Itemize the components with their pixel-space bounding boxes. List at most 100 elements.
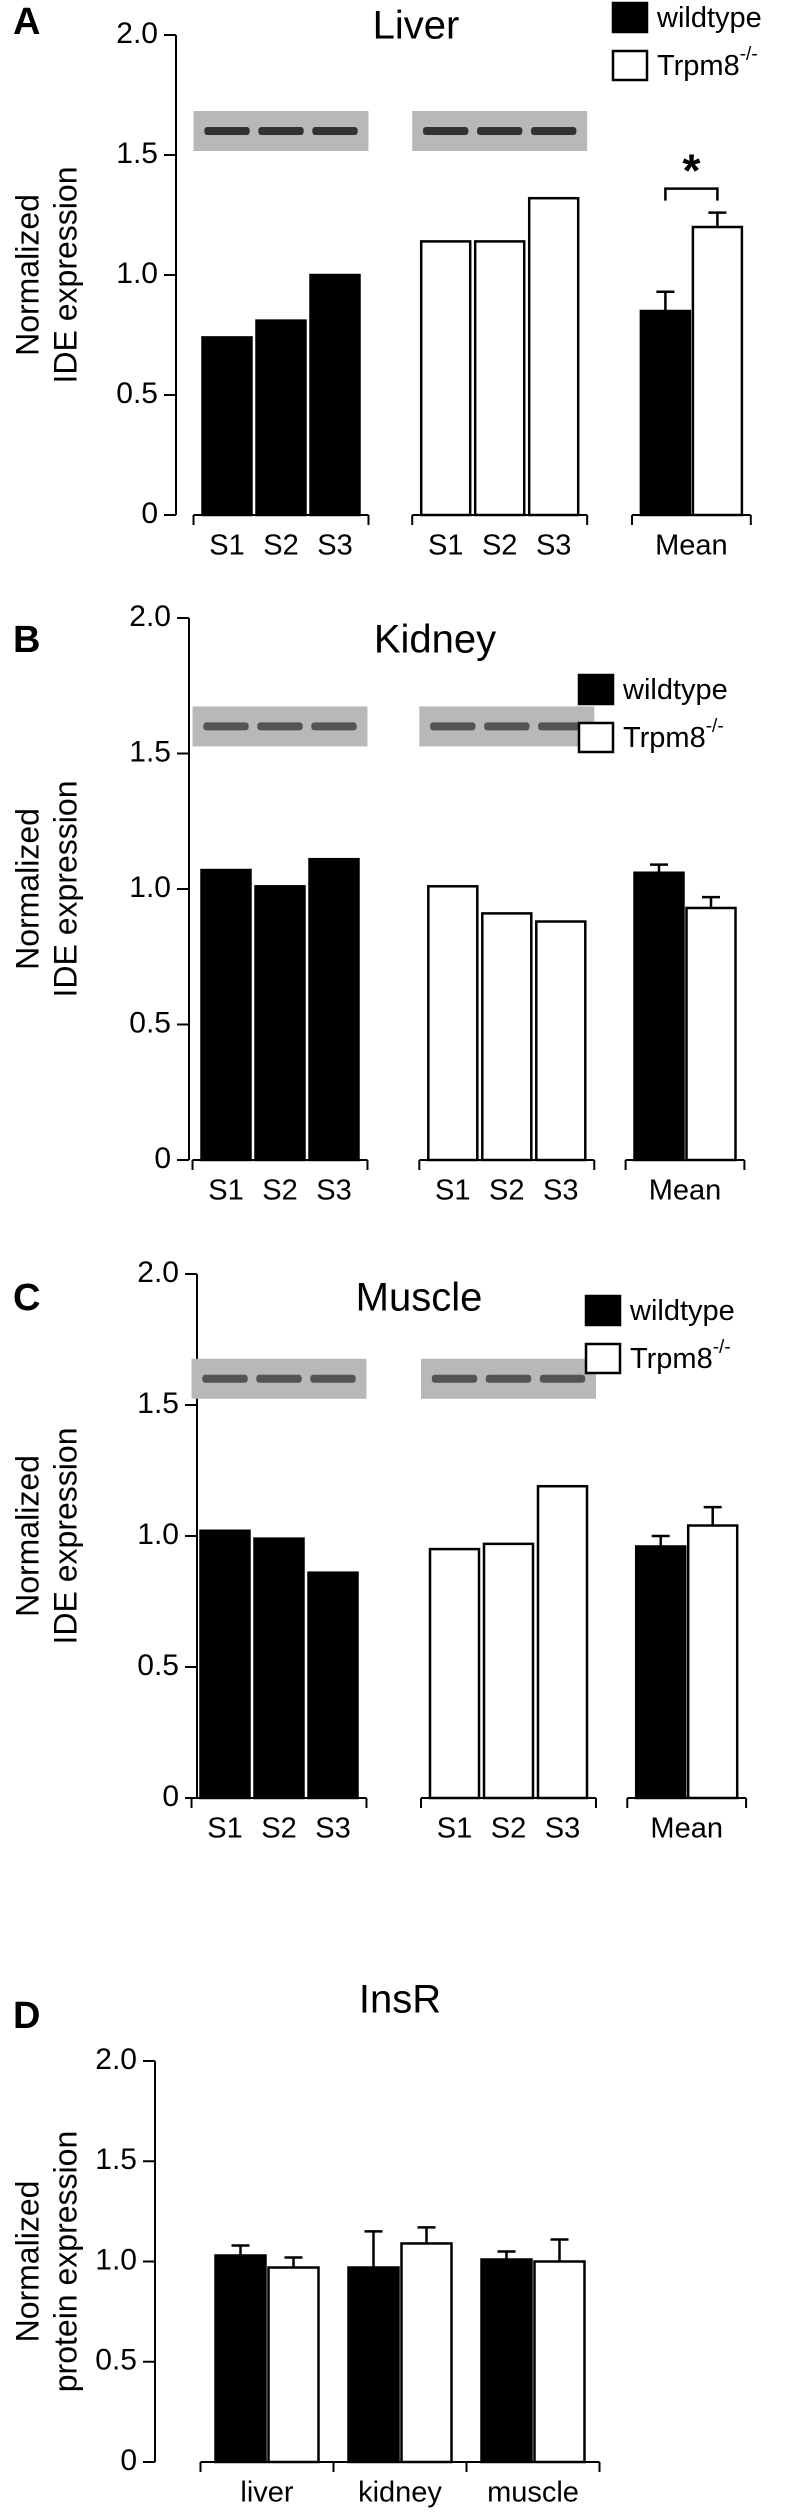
x-tick-label: S3	[317, 530, 352, 562]
chart-title: Kidney	[374, 618, 496, 662]
panel-letter: C	[13, 1277, 40, 1319]
bar	[419, 240, 472, 517]
x-tick-label: Mean	[650, 1813, 723, 1845]
blot-band	[204, 127, 250, 135]
legend-superscript: -/-	[706, 716, 724, 737]
x-tick-label: S1	[209, 530, 244, 562]
y-axis-label: Normalized	[9, 1455, 45, 1617]
blot-band	[539, 1374, 586, 1383]
panel-letter: A	[13, 1, 40, 43]
y-tick-label: 0	[141, 497, 158, 530]
bar	[427, 885, 479, 1162]
bar	[200, 868, 252, 1162]
legend-name: Trpm8	[657, 50, 740, 82]
x-tick-label: S1	[208, 1175, 243, 1207]
legend-name: wildtype	[656, 2, 762, 34]
x-tick-label: S2	[491, 1813, 526, 1845]
x-tick-label: S2	[262, 1175, 297, 1207]
blot-band	[203, 722, 249, 731]
bar	[686, 1524, 739, 1800]
y-tick-label: 0.5	[95, 2344, 137, 2377]
y-tick-label: 1.5	[95, 2143, 137, 2176]
y-tick-label: 0	[162, 1780, 179, 1813]
bar	[400, 2242, 453, 2464]
legend-label: Trpm8-/-	[657, 44, 758, 82]
bar	[201, 336, 253, 517]
x-tick-label: liver	[240, 2477, 294, 2509]
blot-band	[531, 127, 577, 135]
y-tick-label: 0.5	[129, 1006, 171, 1039]
bar	[199, 1529, 251, 1800]
bar	[308, 857, 360, 1162]
blot-band	[538, 722, 584, 731]
legend-label: Trpm8-/-	[623, 716, 724, 754]
legend-superscript: -/-	[740, 44, 758, 65]
x-tick-label: S3	[543, 1175, 578, 1207]
legend-label: wildtype	[622, 674, 728, 706]
legend-swatch	[584, 1342, 622, 1375]
blot-band	[257, 722, 303, 731]
blot-band	[258, 127, 304, 135]
x-tick-label: S3	[545, 1813, 580, 1845]
bar	[527, 196, 580, 517]
x-tick-label: S2	[489, 1175, 524, 1207]
bar	[255, 319, 307, 517]
y-axis-label: Normalized	[9, 808, 45, 970]
y-tick-label: 1.5	[129, 735, 171, 768]
y-axis-label: Normalized	[9, 2181, 45, 2343]
bar	[214, 2254, 267, 2464]
panel-letter: B	[13, 619, 40, 661]
y-tick-label: 2.0	[129, 600, 171, 633]
chart-title: InsR	[359, 1978, 441, 2022]
x-tick-label: muscle	[487, 2477, 579, 2509]
x-tick-label: Mean	[649, 1175, 722, 1207]
legend-swatch	[611, 49, 649, 82]
blot-band	[477, 127, 523, 135]
legend-swatch	[584, 1294, 622, 1327]
legend-label: Trpm8-/-	[630, 1337, 731, 1375]
x-tick-label: S3	[316, 1175, 351, 1207]
legend-swatch	[577, 721, 615, 754]
bar	[685, 906, 737, 1162]
x-tick-label: S1	[428, 530, 463, 562]
blot-band	[310, 1374, 356, 1383]
y-axis-label: protein expression	[47, 2131, 83, 2392]
y-tick-label: 1.5	[137, 1387, 179, 1420]
y-tick-label: 0	[154, 1142, 171, 1175]
bar	[267, 2266, 320, 2464]
blot-band	[202, 1374, 248, 1383]
bar	[533, 2260, 586, 2464]
x-tick-label: S3	[315, 1813, 350, 1845]
y-tick-label: 1.0	[137, 1518, 179, 1551]
blot-band	[485, 1374, 532, 1383]
chart-title: Muscle	[356, 1276, 483, 1320]
blot-band	[312, 127, 358, 135]
bar	[691, 225, 744, 517]
blot-band	[484, 722, 530, 731]
y-tick-label: 2.0	[116, 17, 158, 50]
legend-swatch	[611, 1, 649, 34]
legend-label: wildtype	[629, 1295, 735, 1327]
y-tick-label: 1.5	[116, 137, 158, 170]
bar	[253, 1537, 305, 1800]
y-tick-label: 0.5	[116, 377, 158, 410]
legend-name: Trpm8	[630, 1343, 713, 1375]
bar	[473, 240, 526, 517]
legend-name: wildtype	[629, 1295, 735, 1327]
y-tick-label: 1.0	[95, 2243, 137, 2276]
y-axis-label: IDE expression	[47, 1428, 83, 1645]
bar	[481, 912, 533, 1162]
panel: B Kidney Normalized IDE expression 0 0.5 1.0 1.…	[9, 600, 746, 1207]
y-tick-label: 1.0	[116, 257, 158, 290]
x-tick-label: kidney	[358, 2477, 442, 2509]
legend-name: Trpm8	[623, 722, 706, 754]
panel-letter: D	[13, 1995, 40, 2037]
legend-swatch	[577, 673, 615, 706]
x-tick-label: Mean	[655, 530, 728, 562]
bar	[633, 871, 685, 1162]
legend-superscript: -/-	[713, 1337, 731, 1358]
chart-title: Liver	[373, 4, 460, 48]
x-tick-label: S1	[437, 1813, 472, 1845]
bar	[480, 2258, 533, 2464]
y-tick-label: 2.0	[95, 2043, 137, 2076]
